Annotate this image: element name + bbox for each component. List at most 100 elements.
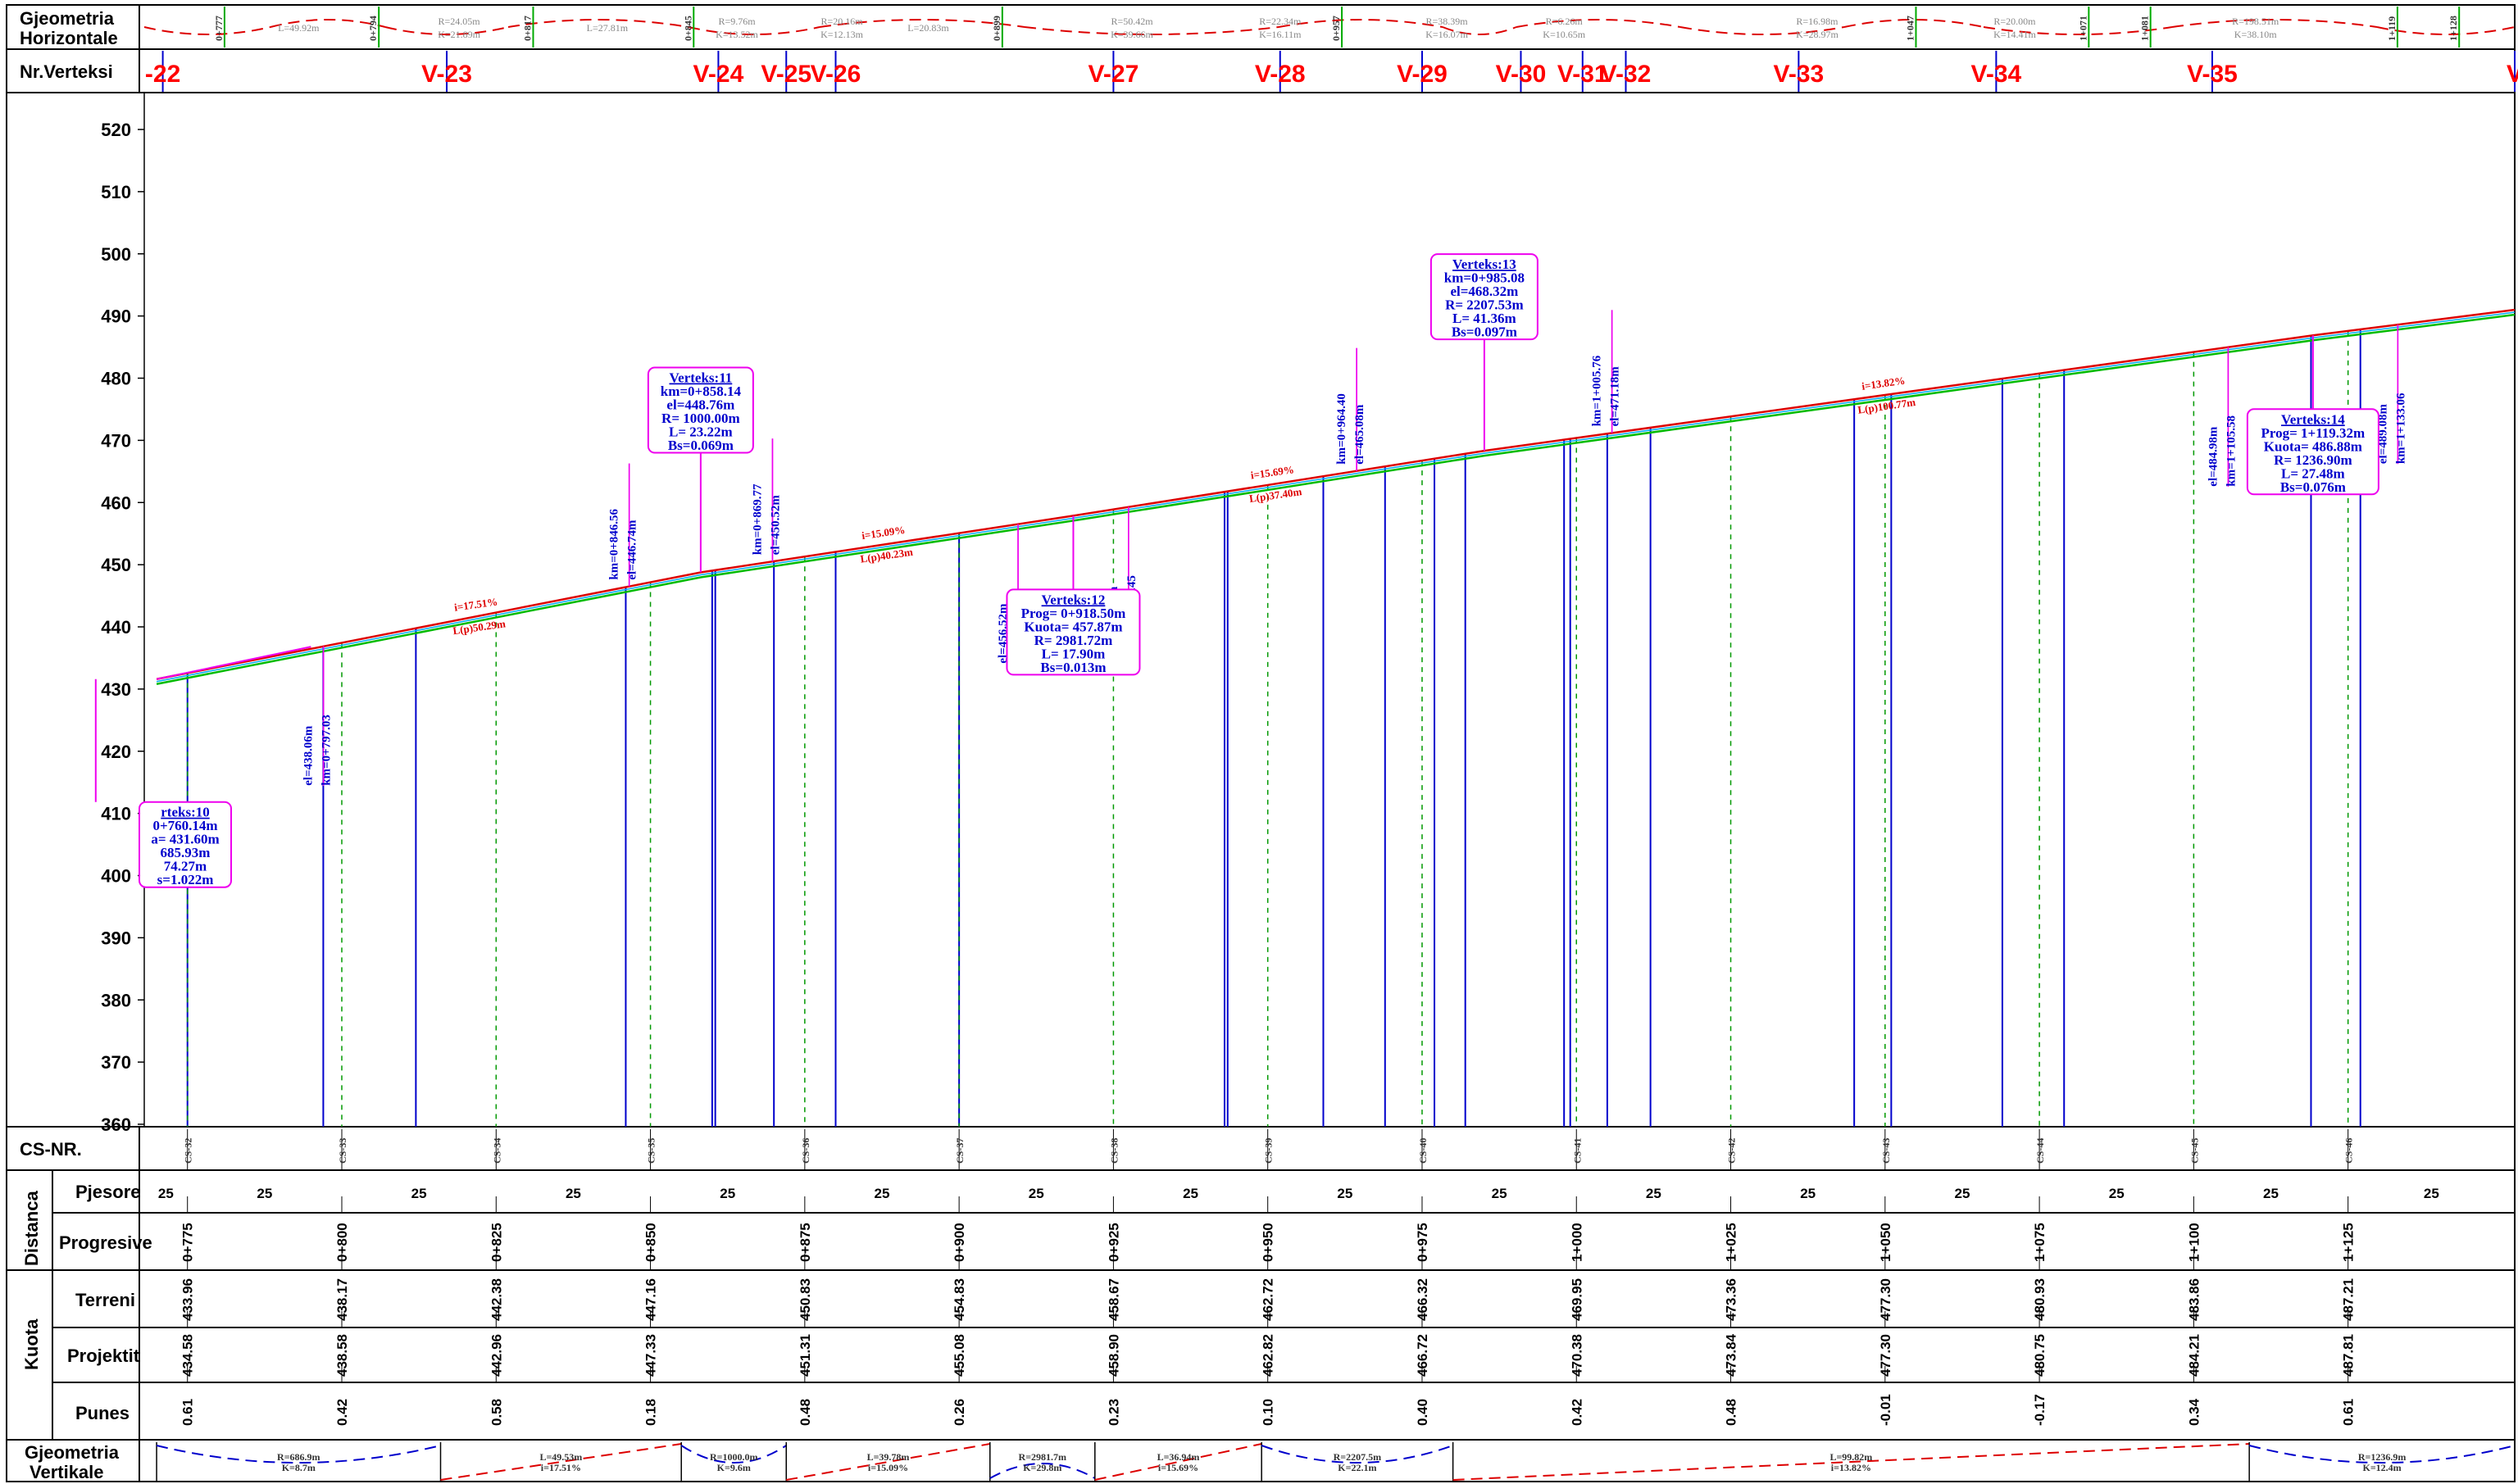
station-label-text: el=450.52m [769,495,782,556]
projektit-value: 473.84 [1724,1333,1739,1377]
hgeo-curve-radius: R=24.05m [439,16,481,27]
hgeo-curve-length: K=16.07m [1425,29,1468,40]
pjesore-value: 25 [1492,1186,1507,1201]
callout-title: Verteks:12 [1042,592,1106,607]
vgeo-label: K=9.6m [717,1462,751,1473]
design-line [156,308,2516,680]
hgeo-line-label: L=27.81m [587,22,629,34]
pjesore-value: 25 [1029,1186,1044,1201]
label-nr-verteksi: Nr.Verteksi [20,61,113,82]
hgeo-curve-radius: R=38.39m [1426,16,1469,27]
terreni-value: 458.67 [1106,1278,1121,1321]
progresive-value: 0+775 [180,1223,196,1262]
row-labels: Gjeometria Horizontale Nr.Verteksi CS-NR… [20,8,152,1482]
label-geom-horizontale-2: Horizontale [20,28,118,48]
progresive-value: 0+900 [952,1223,967,1262]
label-kuota: Kuota [21,1318,42,1370]
callout-line: R= 2207.53m [1445,297,1524,313]
cs-number: CS-41 [1571,1138,1583,1164]
vertical-geometry-band: R=686.9mK=8.7mL=49.53mi=17.51%R=1000.0mK… [156,1442,2516,1482]
hgeo-station-label: 0+845 [682,16,693,41]
hgeo-curve-length: K=13.52m [716,29,758,40]
vgeo-label: K=8.7m [282,1462,316,1473]
y-tick-label: 420 [101,742,131,762]
projektit-value: 487.81 [2341,1334,2357,1377]
vertex-number: V-28 [1255,61,1306,88]
progresive-value: 1+125 [2341,1223,2357,1262]
callout-line: L= 27.48m [2281,465,2345,481]
station-lines [186,329,2361,1127]
projektit-value: 434.58 [180,1334,196,1377]
callout-line: 0+760.14m [152,818,217,833]
hgeo-curve-radius: R=6.26m [1546,16,1584,27]
hgeo-curve-length: K=28.97m [1796,29,1839,40]
vgeo-label: K=12.4m [2362,1462,2401,1473]
terreni-value: 483.86 [2186,1278,2202,1321]
vgeo-label: i=15.69% [1158,1462,1198,1473]
hgeo-curve-length: K=12.13m [820,29,863,40]
projektit-value: 477.30 [1878,1334,1893,1377]
station-label-text: km=1+105.58 [2225,415,2238,487]
hgeo-curve-radius: R=22.34m [1259,16,1302,27]
pjesore-value: 25 [566,1186,581,1201]
label-distanca: Distanca [21,1191,42,1266]
vertex-number: V-34 [1971,61,2022,88]
projektit-value: 484.21 [2186,1334,2202,1377]
punes-value: -0.17 [2032,1394,2048,1426]
y-tick-label: 510 [101,182,131,202]
callout-line: L= 23.22m [669,424,733,440]
callout-box [647,366,754,454]
callout-line: 685.93m [161,845,211,860]
terreni-value: 473.36 [1724,1278,1739,1321]
callout-box [1429,253,1539,341]
vgeo-curve [680,1445,787,1464]
pjesore-value: 25 [257,1186,272,1201]
projektit-value: 466.72 [1415,1334,1430,1377]
callout-line: Bs=0.013m [1040,660,1106,675]
y-tick-label: 460 [101,492,131,513]
station-label-text: el=446.74m [626,520,639,580]
vgeo-label: K=29.8m [1023,1462,1061,1473]
station-label-text: el=484.98m [2207,426,2220,487]
pjesore-value: 25 [720,1186,735,1201]
punes-value: 0.18 [643,1399,659,1426]
y-tick-label: 430 [101,679,131,700]
pjesore-value: 25 [411,1186,427,1201]
pjesore-value: 25 [158,1186,174,1201]
station-label-text: el=438.06m [302,725,316,786]
callout-title: Verteks:13 [1452,256,1516,272]
projektit-value: 447.33 [643,1334,659,1377]
projektit-value: 480.75 [2032,1334,2048,1377]
terreni-value: 454.83 [952,1278,967,1321]
hgeo-curve-length: K=21.89m [438,29,480,40]
y-tick-label: 520 [101,120,131,140]
hgeo-station-label: 0+899 [991,16,1002,41]
vgeo-label: R=686.9m [277,1451,320,1463]
station-label-text: km=0+797.03 [320,715,334,786]
hgeo-curve [819,19,1025,28]
progresive-value: 0+975 [1415,1223,1430,1262]
pjesore-value: 25 [1954,1186,1970,1201]
vertex-number: V-33 [1774,61,1825,88]
callout-box [2246,408,2379,496]
y-tick-label: 380 [101,990,131,1010]
hgeo-curve [507,19,689,28]
callout-line: Prog= 0+918.50m [1021,606,1126,621]
callout-box [1006,588,1141,676]
pjesore-value: 25 [1183,1186,1198,1201]
vertex-number: V-29 [1397,61,1448,88]
hgeo-curve-length: K=16.11m [1259,29,1302,40]
cs-number: CS-42 [1726,1138,1738,1164]
y-tick-label: 480 [101,369,131,389]
hgeo-curve-length: K=14.41m [1993,29,2036,40]
callout-line: el=448.76m [666,397,734,413]
station-label-text: km=1+005.76 [1591,355,1604,426]
vertex-number: V-25 [761,61,811,88]
callout-line: Bs=0.097m [1452,324,1517,340]
hgeo-curve [270,19,386,28]
hgeo-curve-length: K=39.66m [1111,29,1153,40]
grade-value: i=15.69% [1250,463,1295,481]
callout-line: Prog= 1+119.32m [2261,425,2366,441]
vgeo-label: R=1000.0m [710,1451,758,1463]
hgeo-line-label: L=49.92m [278,22,320,34]
